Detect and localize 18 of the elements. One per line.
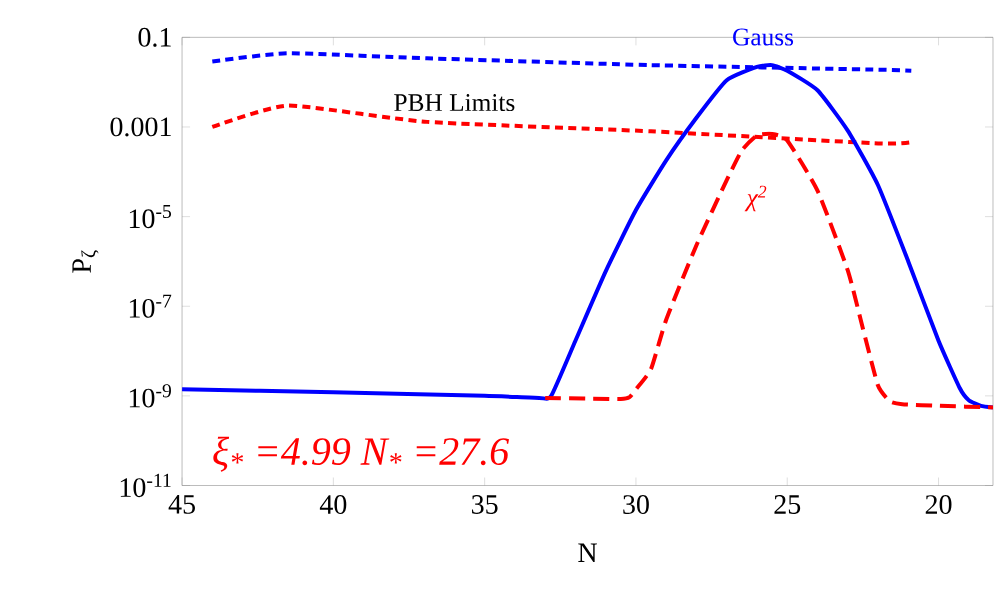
x-axis-title: N [578, 543, 597, 563]
y-tick-label: 10$^{-5}$ [129, 205, 172, 229]
x-tick-label: 35 [471, 495, 498, 515]
x-tick-label: 40 [319, 495, 347, 515]
y-axis-title: P$_{ζ}$ [72, 250, 99, 274]
y-tick-label: 10$^{-7}$ [129, 294, 172, 319]
y-tick-label: 0.001 [110, 117, 171, 137]
x-tick-label: 25 [774, 495, 801, 515]
x-tick-label: 30 [623, 495, 649, 515]
y-tick-label: 10$^{-9}$ [129, 384, 171, 408]
series-label: Gauss [733, 28, 794, 46]
y-tick-label: 0.1 [138, 28, 171, 48]
x-tick-label: 20 [925, 495, 952, 515]
y-tick-label: 10$^{-11}$ [120, 474, 171, 498]
annotation: ξ$_{*}$ =4.99 N$_{*}$ =27.6 [213, 436, 509, 472]
series-label: χ$^{2}$ [744, 185, 767, 212]
x-tick-label: 45 [168, 495, 195, 515]
annotation: PBH Limits [394, 94, 515, 112]
